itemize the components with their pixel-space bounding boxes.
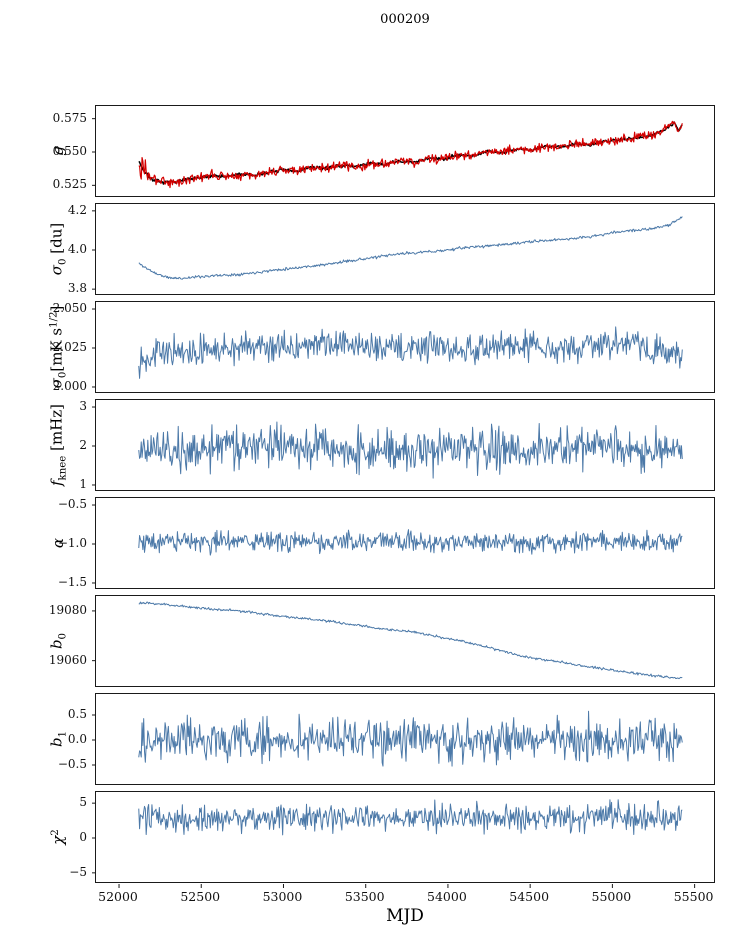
y-tick-label: −5: [69, 864, 87, 879]
y-tick-label: 19080: [48, 602, 87, 617]
x-tick-label: 52000: [98, 889, 138, 904]
series-alpha: [138, 529, 683, 556]
series-fknee: [138, 421, 683, 479]
y-tick-label: 0: [79, 830, 87, 844]
subplot-b1: [92, 693, 715, 785]
y-tick-label: 3: [79, 399, 87, 414]
y-tick-label: 5: [79, 795, 87, 810]
y-axis-label: σ0 [du]: [47, 222, 69, 276]
x-tick-label: 52500: [180, 889, 221, 904]
plot-area: [92, 406, 683, 486]
x-tick-label: 55000: [591, 889, 632, 904]
series-chi2: [138, 799, 683, 836]
x-tick-label: 53000: [262, 889, 303, 904]
subplot-alpha: [92, 497, 715, 589]
plot-area: [92, 799, 696, 888]
plot-area: [92, 118, 683, 189]
series-b0: [138, 601, 683, 680]
y-tick-label: 0.525: [52, 177, 87, 192]
y-tick-label: 0.5: [67, 707, 87, 721]
y-axis-label: σ0[mK s1/2]: [47, 305, 69, 389]
subplot-b0: [92, 595, 715, 687]
y-axis-label: b0: [47, 632, 69, 650]
x-tick-label: 53500: [344, 889, 385, 904]
x-tick-label: 54500: [509, 889, 550, 904]
y-tick-label: −1.0: [57, 536, 87, 550]
y-tick-label: 1: [79, 476, 87, 491]
y-tick-label: −0.5: [57, 757, 87, 771]
y-axis-label: fknee [mHz]: [47, 403, 69, 487]
y-tick-label: 0.550: [52, 144, 87, 158]
y-tick-label: 2.000: [52, 378, 87, 393]
series-g-raw: [138, 120, 683, 189]
chart-title: 000209: [380, 12, 430, 27]
x-axis-title: MJD: [386, 906, 424, 926]
plot-area: [92, 710, 683, 767]
y-axis-label: g: [49, 146, 67, 156]
plot-area: [92, 308, 683, 388]
y-axis-label: α: [49, 537, 67, 549]
y-tick-label: 4.0: [67, 242, 87, 256]
y-tick-label: 2.050: [52, 301, 87, 316]
series-sigma0-mk: [138, 326, 683, 379]
y-tick-label: 19060: [48, 652, 87, 667]
subplot-sigma0-du: [92, 203, 715, 295]
y-tick-label: 0.0: [67, 732, 87, 746]
x-tick-label: 55500: [673, 889, 714, 904]
x-tick-label: 54000: [427, 889, 467, 904]
subplot-fknee: [92, 399, 715, 491]
plot-area: [92, 504, 683, 584]
y-tick-label: 4.2: [67, 202, 87, 217]
series-sigma0-du: [138, 216, 683, 280]
y-axis-label: χ2: [49, 829, 67, 845]
plot-area: [92, 210, 683, 290]
subplot-g-raw: [92, 105, 715, 197]
y-tick-label: −0.5: [57, 497, 87, 512]
y-tick-label: 0.575: [52, 110, 87, 125]
y-tick-label: 2.025: [52, 340, 87, 354]
plot-area: [92, 601, 683, 680]
y-tick-label: 3.8: [67, 281, 87, 296]
y-tick-label: −1.5: [57, 574, 87, 589]
y-tick-label: 2: [79, 438, 87, 452]
series-b1: [138, 710, 683, 767]
subplot-chi2: [92, 791, 715, 888]
subplot-sigma0-mk: [92, 301, 715, 393]
y-axis-label: b1: [47, 730, 69, 748]
